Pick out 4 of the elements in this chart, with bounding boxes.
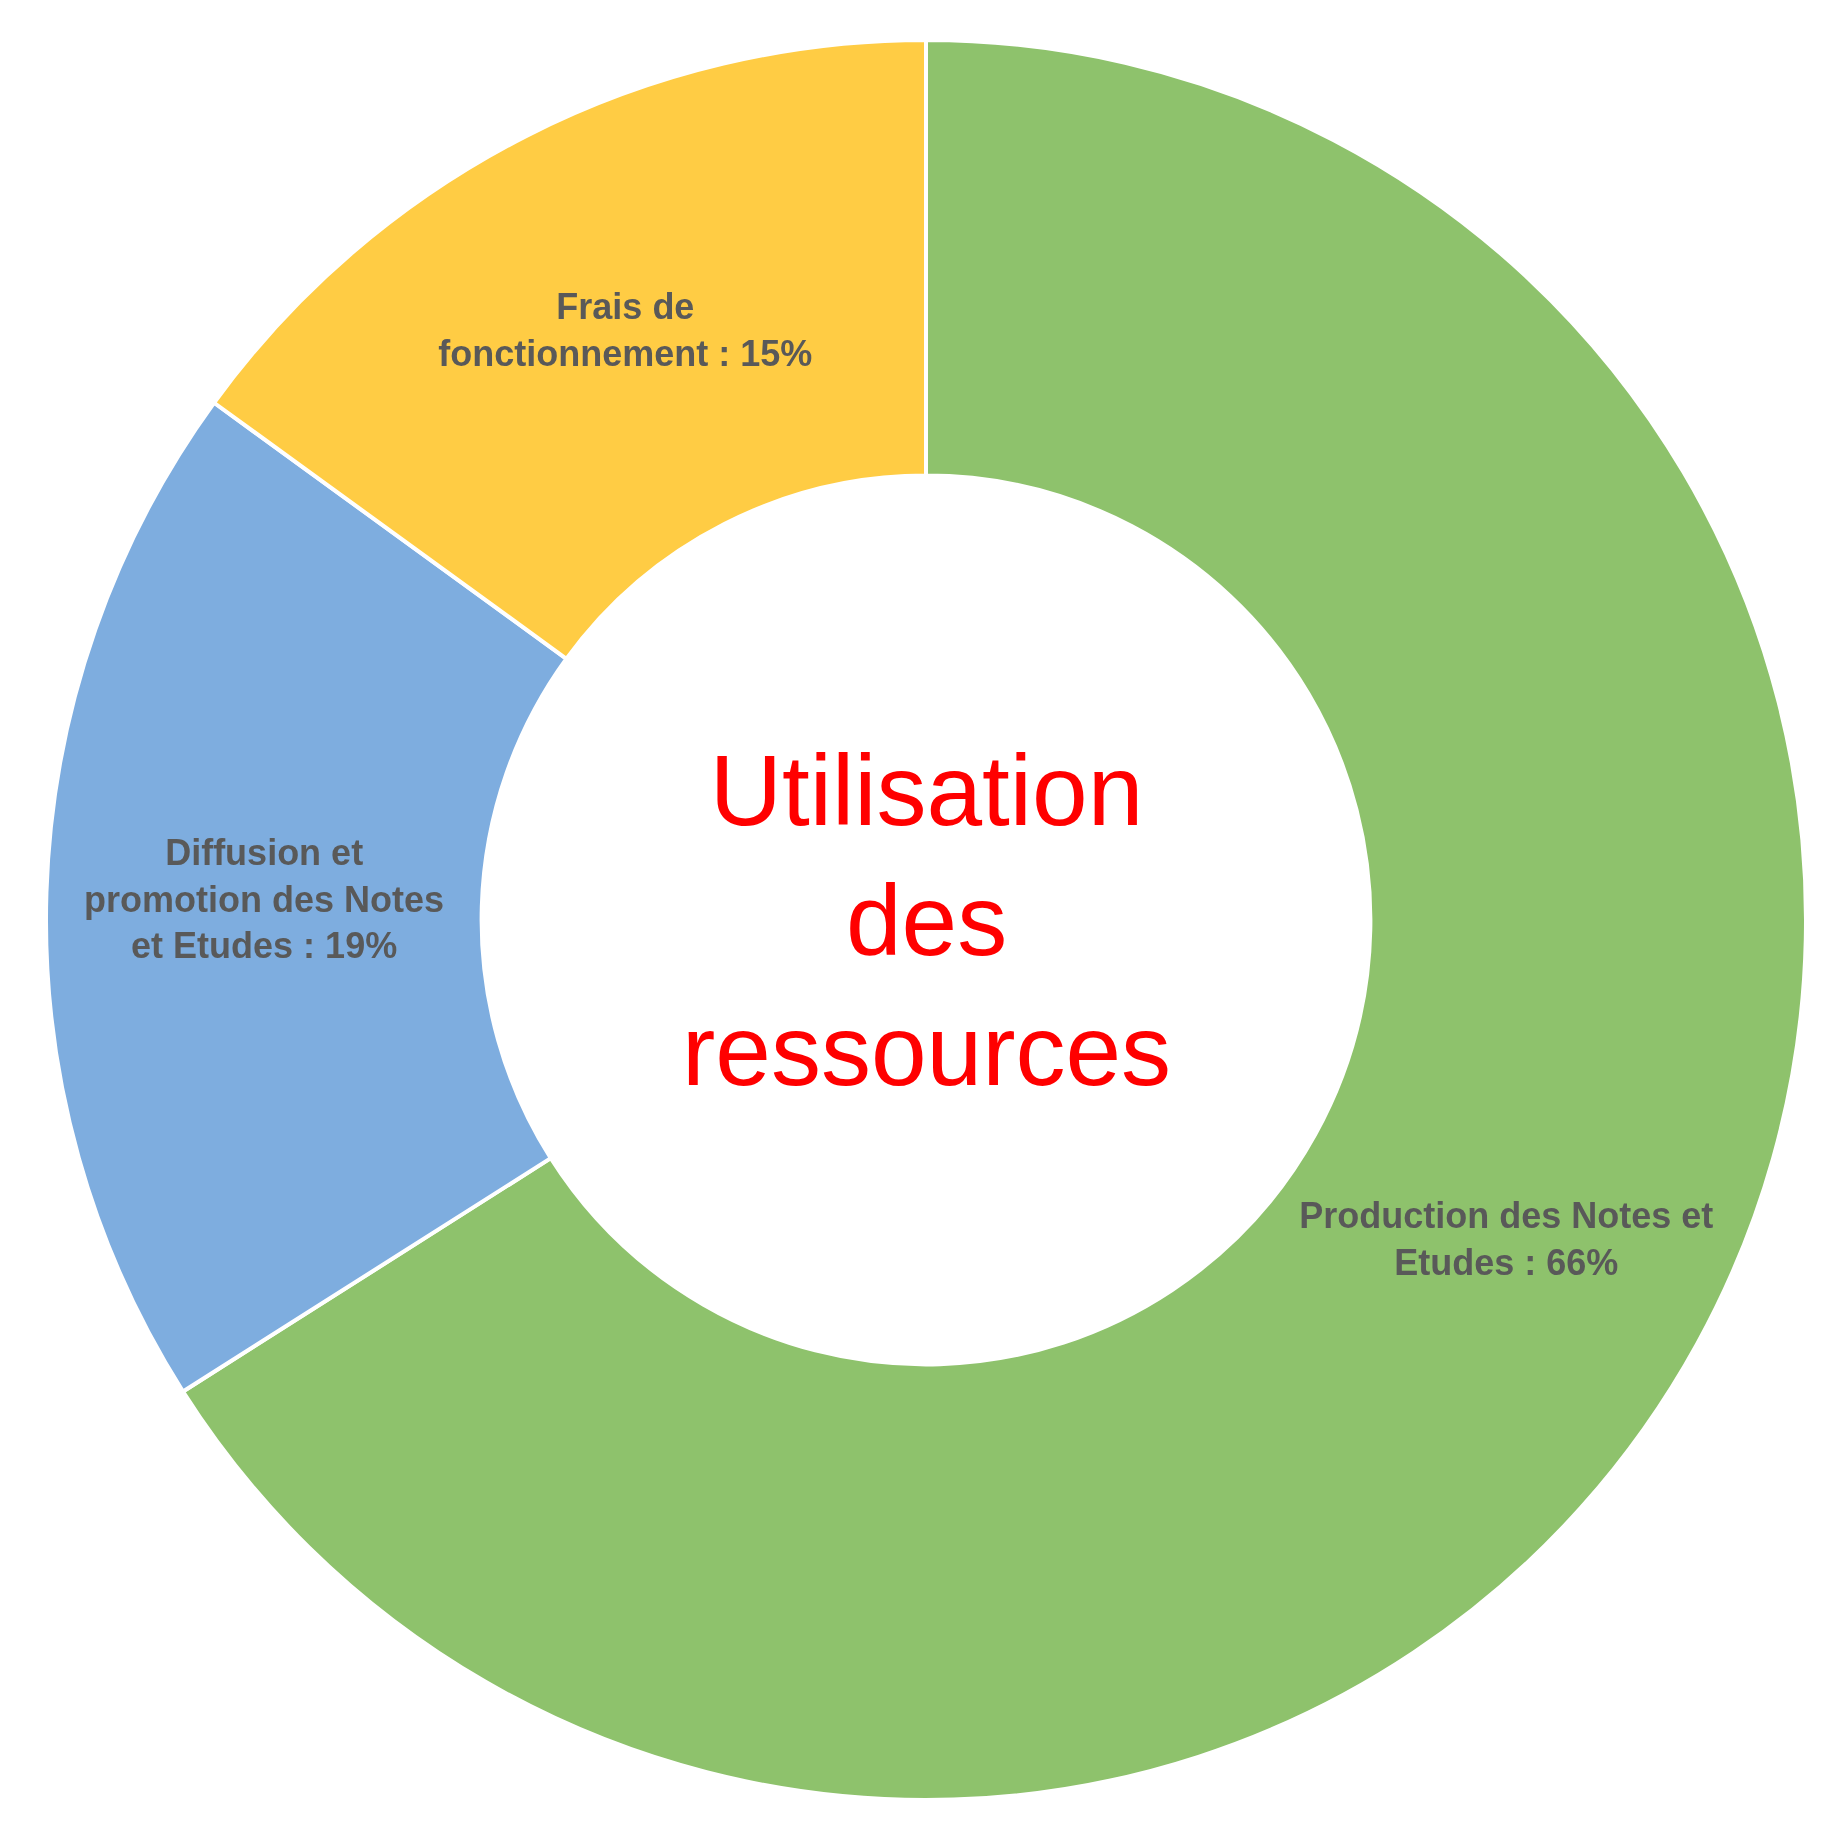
slice-label: Diffusion et promotion des Notes et Etudes : 19% xyxy=(84,831,445,967)
text: Utilisation des ressources xyxy=(682,734,1172,1106)
slice-label: Frais de fonctionnement : 15% xyxy=(438,286,813,374)
slice-label: Production des Notes et Etudes : 66% xyxy=(1299,1195,1714,1283)
